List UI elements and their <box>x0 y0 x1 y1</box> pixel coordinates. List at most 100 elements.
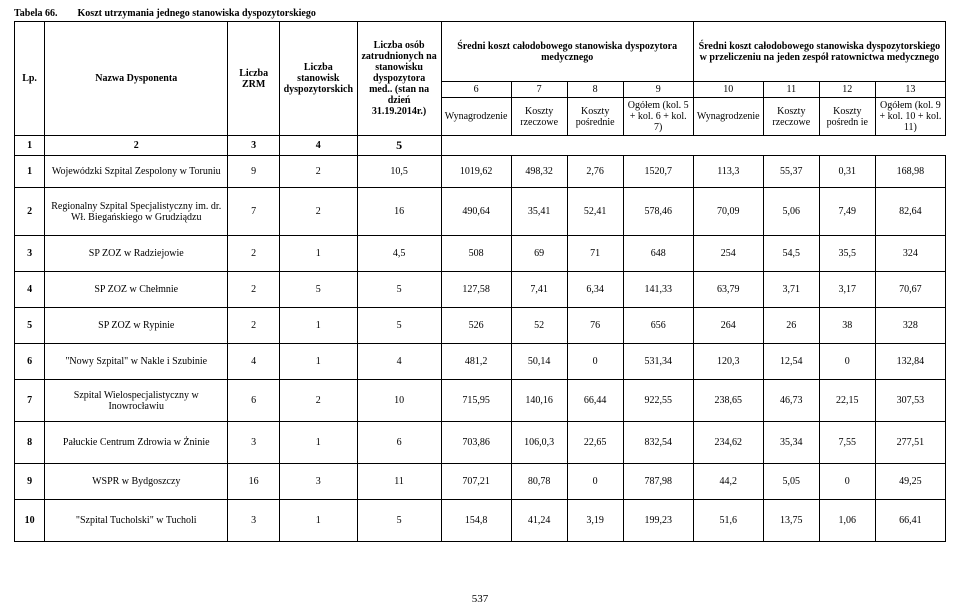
cell-value: 1 <box>280 344 358 380</box>
cell-value: 3 <box>15 236 45 272</box>
cell-value: 154,8 <box>441 500 511 542</box>
cell-name: Regionalny Szpital Specjalistyczny im. d… <box>45 188 228 236</box>
col-num: 9 <box>623 82 693 98</box>
cell-value: 3 <box>228 500 280 542</box>
cell-name: SP ZOZ w Chełmnie <box>45 272 228 308</box>
cell-name: "Szpital Tucholski" w Tucholi <box>45 500 228 542</box>
cell-value: 6 <box>228 380 280 422</box>
col-num: 10 <box>693 82 763 98</box>
cell-value: 120,3 <box>693 344 763 380</box>
table-row: 5SP ZOZ w Rypinie21552652766562642638328 <box>15 308 946 344</box>
cell-value: 49,25 <box>875 464 945 500</box>
cell-value: 141,33 <box>623 272 693 308</box>
cell-value: 7,41 <box>511 272 567 308</box>
cell-name: SP ZOZ w Radziejowie <box>45 236 228 272</box>
cell-value: 2 <box>280 188 358 236</box>
cell-value: 51,6 <box>693 500 763 542</box>
cell-value: 498,32 <box>511 156 567 188</box>
cell-value: 648 <box>623 236 693 272</box>
cell-value: 707,21 <box>441 464 511 500</box>
cell-value: 2 <box>228 272 280 308</box>
cell-value: 199,23 <box>623 500 693 542</box>
cell-value: 127,58 <box>441 272 511 308</box>
cell-value: 106,0,3 <box>511 422 567 464</box>
cell-value: 132,84 <box>875 344 945 380</box>
cell-value: 55,37 <box>763 156 819 188</box>
cell-value: 1 <box>280 422 358 464</box>
cell-value: 2 <box>15 188 45 236</box>
cell-value: 1 <box>280 308 358 344</box>
cell-name: Szpital Wielospecjalistyczny w Inowrocła… <box>45 380 228 422</box>
cell-value: 2 <box>228 308 280 344</box>
cell-value: 35,34 <box>763 422 819 464</box>
cell-value: 3 <box>228 422 280 464</box>
cell-value: 13,75 <box>763 500 819 542</box>
cell-value: 66,44 <box>567 380 623 422</box>
cell-value: 6 <box>15 344 45 380</box>
cell-value: 277,51 <box>875 422 945 464</box>
table-row: 10"Szpital Tucholski" w Tucholi315154,84… <box>15 500 946 542</box>
cell-value: 0 <box>819 344 875 380</box>
cell-value: 0,31 <box>819 156 875 188</box>
cell-value: 922,55 <box>623 380 693 422</box>
cell-value: 5 <box>15 308 45 344</box>
col-num: 5 <box>357 136 441 156</box>
cell-value: 16 <box>357 188 441 236</box>
cell-value: 71 <box>567 236 623 272</box>
col-header-liczba-stanowisk: Liczba stanowisk dyspozytorskich <box>280 22 358 136</box>
cell-value: 0 <box>567 344 623 380</box>
col-num: 4 <box>280 136 358 156</box>
table-row: 6"Nowy Szpital" w Nakle i Szubinie414481… <box>15 344 946 380</box>
cell-value: 5 <box>357 308 441 344</box>
table-title: Koszt utrzymania jednego stanowiska dysp… <box>78 8 316 19</box>
cell-value: 63,79 <box>693 272 763 308</box>
table-row: 7Szpital Wielospecjalistyczny w Inowrocł… <box>15 380 946 422</box>
cell-value: 3,17 <box>819 272 875 308</box>
cell-value: 715,95 <box>441 380 511 422</box>
cell-value: 6,34 <box>567 272 623 308</box>
cell-value: 2 <box>228 236 280 272</box>
cell-value: 50,14 <box>511 344 567 380</box>
cell-value: 10,5 <box>357 156 441 188</box>
col-num: 12 <box>819 82 875 98</box>
cell-value: 7,49 <box>819 188 875 236</box>
cell-value: 4 <box>228 344 280 380</box>
cell-value: 264 <box>693 308 763 344</box>
cell-value: 0 <box>819 464 875 500</box>
sub-header: Koszty rzeczowe <box>511 98 567 136</box>
col-num: 3 <box>228 136 280 156</box>
cell-value: 1520,7 <box>623 156 693 188</box>
cell-value: 16 <box>228 464 280 500</box>
cell-value: 35,41 <box>511 188 567 236</box>
page-number: 537 <box>472 593 489 605</box>
cell-value: 5 <box>357 500 441 542</box>
header-row-1: Lp. Nazwa Dysponenta Liczba ZRM Liczba s… <box>15 22 946 82</box>
cell-value: 26 <box>763 308 819 344</box>
cell-value: 1 <box>280 236 358 272</box>
col-num: 13 <box>875 82 945 98</box>
cell-name: Wojewódzki Szpital Zespolony w Toruniu <box>45 156 228 188</box>
cell-value: 3,71 <box>763 272 819 308</box>
cell-value: 9 <box>15 464 45 500</box>
col-group-sredni-med: Średni koszt całodobowego stanowiska dys… <box>441 22 693 82</box>
cell-value: 76 <box>567 308 623 344</box>
data-table: Lp. Nazwa Dysponenta Liczba ZRM Liczba s… <box>14 21 946 542</box>
table-row: 1Wojewódzki Szpital Zespolony w Toruniu9… <box>15 156 946 188</box>
cell-value: 1 <box>280 500 358 542</box>
col-number-row: 1 2 3 4 5 <box>15 136 946 156</box>
cell-value: 8 <box>15 422 45 464</box>
table-row: 8Pałuckie Centrum Zdrowia w Żninie316703… <box>15 422 946 464</box>
table-row: 2Regionalny Szpital Specjalistyczny im. … <box>15 188 946 236</box>
col-num: 11 <box>763 82 819 98</box>
cell-value: 1019,62 <box>441 156 511 188</box>
cell-value: 238,65 <box>693 380 763 422</box>
cell-value: 52 <box>511 308 567 344</box>
cell-value: 3 <box>280 464 358 500</box>
sub-header: Wynagrodzenie <box>693 98 763 136</box>
cell-value: 2 <box>280 380 358 422</box>
table-row: 9WSPR w Bydgoszczy16311707,2180,780787,9… <box>15 464 946 500</box>
cell-value: 1 <box>15 156 45 188</box>
col-group-sredni-zespol: Średni koszt całodobowego stanowiska dys… <box>693 22 945 82</box>
cell-value: 1,06 <box>819 500 875 542</box>
cell-value: 11 <box>357 464 441 500</box>
